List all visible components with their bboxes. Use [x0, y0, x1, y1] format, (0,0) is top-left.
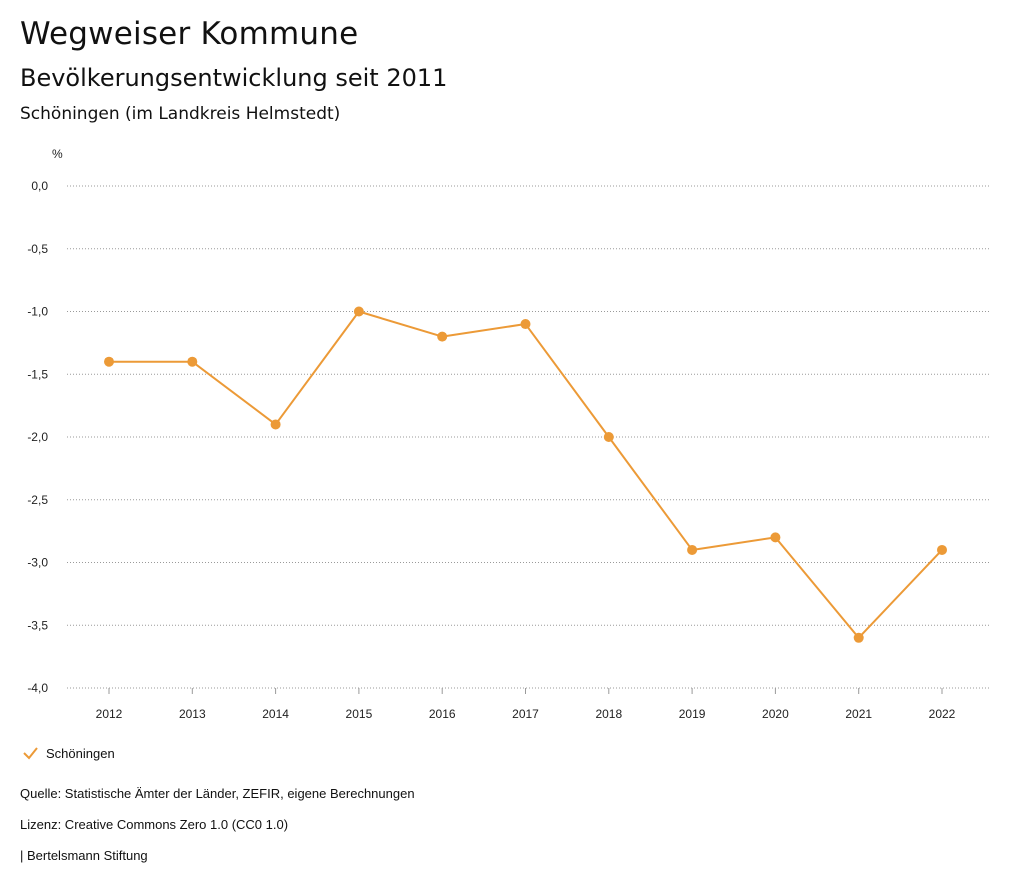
data-point — [770, 532, 781, 543]
chart-title: Wegweiser Kommune — [20, 16, 359, 52]
y-axis-unit-label: % — [52, 147, 63, 161]
x-tick-label: 2018 — [595, 707, 622, 721]
x-tick-label: 2021 — [845, 707, 872, 721]
y-tick-label: -3,5 — [27, 618, 48, 632]
data-point — [520, 319, 531, 330]
chart-subtitle: Bevölkerungsentwicklung seit 2011 — [20, 64, 448, 92]
x-tick-label: 2013 — [179, 707, 206, 721]
region-label: Schöningen (im Landkreis Helmstedt) — [20, 104, 341, 124]
data-point — [270, 419, 281, 430]
check-icon — [23, 747, 38, 760]
x-tick-label: 2022 — [929, 707, 956, 721]
x-tick-label: 2019 — [679, 707, 706, 721]
data-point — [937, 544, 947, 555]
y-tick-label: -0,5 — [27, 242, 48, 256]
license-note: Lizenz: Creative Commons Zero 1.0 (CC0 1… — [20, 817, 289, 832]
x-tick-label: 2012 — [96, 707, 123, 721]
series-line — [109, 310, 943, 639]
x-tick-label: 2020 — [762, 707, 789, 721]
y-tick-label: -1,0 — [27, 305, 48, 319]
data-point — [853, 632, 864, 643]
y-tick-label: -4,0 — [27, 681, 48, 695]
x-tick-label: 2015 — [346, 707, 373, 721]
data-point — [187, 356, 198, 367]
data-point — [104, 356, 114, 367]
data-point — [353, 306, 364, 317]
y-tick-label: 0,0 — [31, 179, 48, 193]
y-tick-label: -3,0 — [27, 556, 48, 570]
legend[interactable]: Schöningen — [20, 744, 115, 762]
legend-label: Schöningen — [46, 745, 115, 761]
x-tick-label: 2014 — [262, 707, 289, 721]
data-point — [687, 544, 698, 555]
data-point — [437, 331, 448, 342]
data-point — [603, 432, 614, 442]
y-tick-label: -2,0 — [27, 430, 48, 444]
source-note: Quelle: Statistische Ämter der Länder, Z… — [20, 786, 415, 801]
y-tick-label: -1,5 — [27, 367, 48, 381]
publisher-note: | Bertelsmann Stiftung — [20, 848, 148, 863]
x-tick-label: 2016 — [429, 707, 456, 721]
y-tick-label: -2,5 — [27, 493, 48, 507]
line-chart: % 0,0 -0,5 -1,0 -1,5 -2,0 -2,5 -3,0 -3,5 -4,0 2012… — [27, 147, 990, 721]
x-tick-label: 2017 — [512, 707, 539, 721]
